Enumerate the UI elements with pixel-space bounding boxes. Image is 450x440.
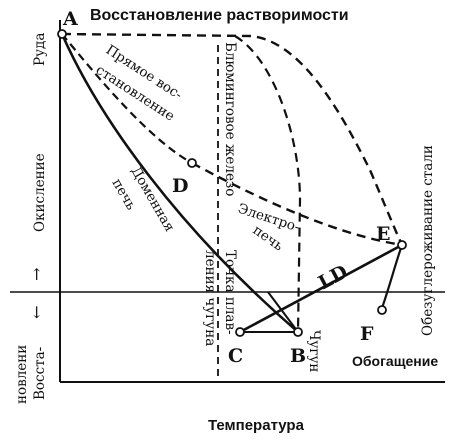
pig-iron-label: Чугун [306, 330, 322, 372]
melting-point-label-2: ления чугуна [202, 250, 218, 346]
y-axis-lower-label-1: Восста- [32, 347, 48, 400]
point-c-marker [235, 327, 245, 337]
point-e-label: E [376, 223, 390, 245]
point-b-label: B [290, 345, 306, 367]
blooming-iron-label: Блюминговое железо [222, 42, 238, 196]
ld-line [239, 243, 403, 334]
point-a-label: A [62, 8, 78, 30]
diagram-title: Восстановление растворимости [90, 7, 349, 24]
point-b-marker [293, 327, 303, 337]
point-c-label: C [228, 345, 243, 367]
y-axis-top-label: Руда [32, 33, 48, 66]
point-d-label: D [172, 175, 188, 197]
melting-point-label-1: Точка плав- [222, 250, 238, 335]
electric-furnace-curve [191, 161, 403, 247]
direct-reduction-curve [61, 33, 193, 164]
y-axis-arrow-up: ↑ [30, 265, 43, 284]
x-axis-label: Температура [208, 417, 305, 434]
upper-dashed-curve [61, 32, 404, 246]
enrichment-label: Обогащение [352, 353, 438, 369]
point-f-marker [377, 305, 387, 315]
inner-dashed-curve [234, 35, 302, 333]
segment-b-up [267, 291, 299, 333]
decarburization-curve [380, 244, 404, 309]
point-a-marker [57, 29, 67, 39]
y-axis-arrow-down: ↓ [30, 303, 43, 322]
point-d-marker [187, 158, 197, 168]
decarburization-label: Обезуглероживание стали [420, 145, 436, 336]
y-axis-lower-label-2: новлени [14, 345, 30, 404]
y-axis-middle-label: Окисление [32, 153, 48, 232]
blast-furnace-curve [60, 33, 299, 333]
point-e-marker [397, 240, 407, 250]
point-f-label: F [360, 323, 374, 345]
